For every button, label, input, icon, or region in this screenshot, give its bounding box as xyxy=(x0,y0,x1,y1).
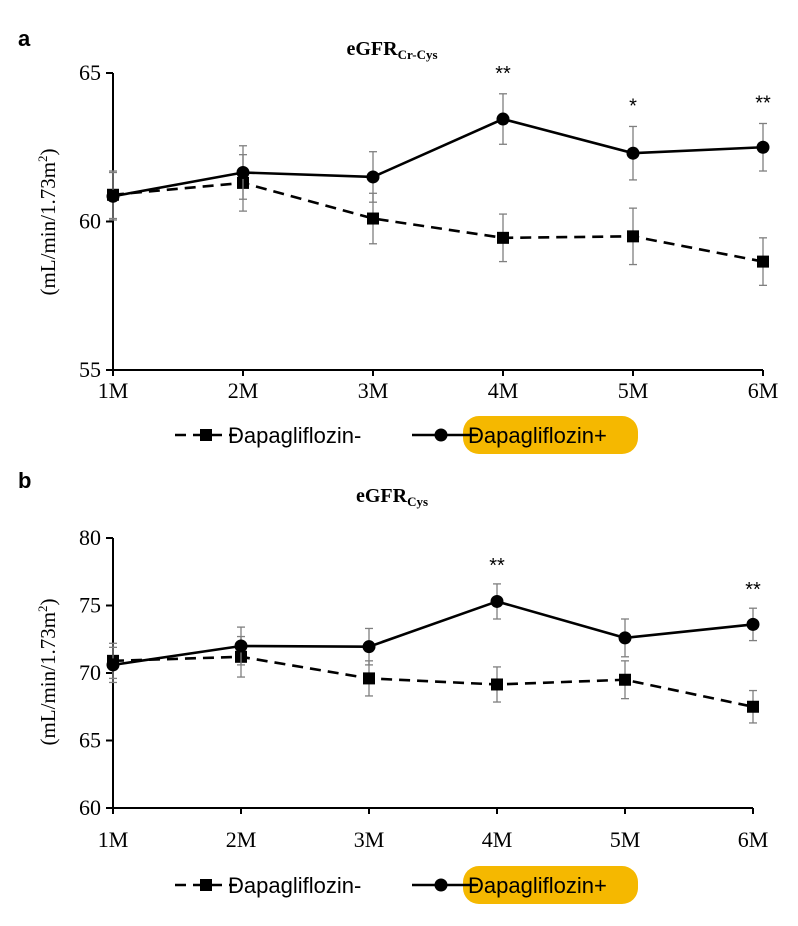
data-point-square xyxy=(363,672,375,685)
legend-highlight xyxy=(463,416,638,454)
legend-marker-square xyxy=(200,429,212,441)
y-tick-label: 70 xyxy=(79,660,101,685)
data-point-circle xyxy=(366,170,380,184)
significance-marker: ** xyxy=(495,63,511,85)
x-tick-label: 6M xyxy=(738,827,769,852)
panel-letter-b: b xyxy=(18,468,31,493)
data-point-circle xyxy=(490,594,504,608)
x-tick-label: 3M xyxy=(358,378,389,403)
y-axis-label-a: (mL/min/1.73m2) xyxy=(35,148,60,295)
series-line-dapagliflozin-minus xyxy=(112,181,764,263)
data-point-square xyxy=(747,700,759,713)
significance-marker: * xyxy=(629,95,637,117)
legend-marker-square xyxy=(200,879,212,891)
data-point-circle xyxy=(618,631,632,645)
legend-label-dapagliflozin-plus: Dapagliflozin+ xyxy=(468,423,607,448)
legend-label-dapagliflozin-minus: Dapagliflozin- xyxy=(228,873,361,898)
panel-letter-a: a xyxy=(18,26,31,51)
x-tick-label: 4M xyxy=(482,827,513,852)
y-axis-label-b: (mL/min/1.73m2) xyxy=(35,598,60,745)
data-point-circle xyxy=(236,165,250,179)
chart-title-b: eGFRCys xyxy=(356,485,428,509)
significance-marker: ** xyxy=(755,92,771,114)
data-point-circle xyxy=(496,112,510,126)
x-tick-label: 1M xyxy=(98,378,129,403)
x-tick-label: 2M xyxy=(228,378,259,403)
x-tick-label: 1M xyxy=(98,827,129,852)
data-point-square xyxy=(619,673,631,686)
data-point-circle xyxy=(234,639,248,653)
data-point-circle xyxy=(106,189,120,203)
y-tick-label: 60 xyxy=(79,795,101,820)
panel-a: a eGFRCr-Cys (mL/min/1.73m2) 55 60 65 1M 2M 3… xyxy=(18,26,778,454)
data-point-square xyxy=(757,255,769,268)
data-point-square xyxy=(491,678,503,691)
y-tick-label: 60 xyxy=(79,209,101,234)
data-point-square xyxy=(367,212,379,225)
significance-marker: ** xyxy=(489,555,505,577)
x-tick-label: 3M xyxy=(354,827,385,852)
x-tick-label: 5M xyxy=(618,378,649,403)
y-tick-label: 80 xyxy=(79,525,101,550)
series-line-dapagliflozin-minus xyxy=(112,655,754,709)
data-point-square xyxy=(627,230,639,243)
x-tick-label: 5M xyxy=(610,827,641,852)
y-tick-label: 55 xyxy=(79,357,101,382)
significance-marker: ** xyxy=(745,579,761,601)
x-tick-label: 2M xyxy=(226,827,257,852)
data-point-circle xyxy=(626,146,640,160)
data-point-circle xyxy=(746,617,760,631)
data-point-circle xyxy=(106,658,120,672)
chart-title-a: eGFRCr-Cys xyxy=(346,38,437,62)
legend-highlight xyxy=(463,866,638,904)
legend-marker-circle xyxy=(434,878,448,892)
series-line-dapagliflozin-plus xyxy=(112,600,754,667)
legend-label-dapagliflozin-plus: Dapagliflozin+ xyxy=(468,873,607,898)
x-tick-label: 6M xyxy=(748,378,779,403)
y-tick-label: 65 xyxy=(79,60,101,85)
panel-b: b eGFRCys (mL/min/1.73m2) 60 65 70 75 80 1M 2M… xyxy=(18,468,768,904)
x-tick-label: 4M xyxy=(488,378,519,403)
data-point-circle xyxy=(756,140,770,154)
legend-label-dapagliflozin-minus: Dapagliflozin- xyxy=(228,423,361,448)
data-point-square xyxy=(497,231,509,244)
legend-marker-circle xyxy=(434,428,448,442)
data-point-circle xyxy=(362,640,376,654)
y-tick-label: 75 xyxy=(79,593,101,618)
series-line-dapagliflozin-plus xyxy=(112,117,764,198)
y-tick-label: 65 xyxy=(79,728,101,753)
